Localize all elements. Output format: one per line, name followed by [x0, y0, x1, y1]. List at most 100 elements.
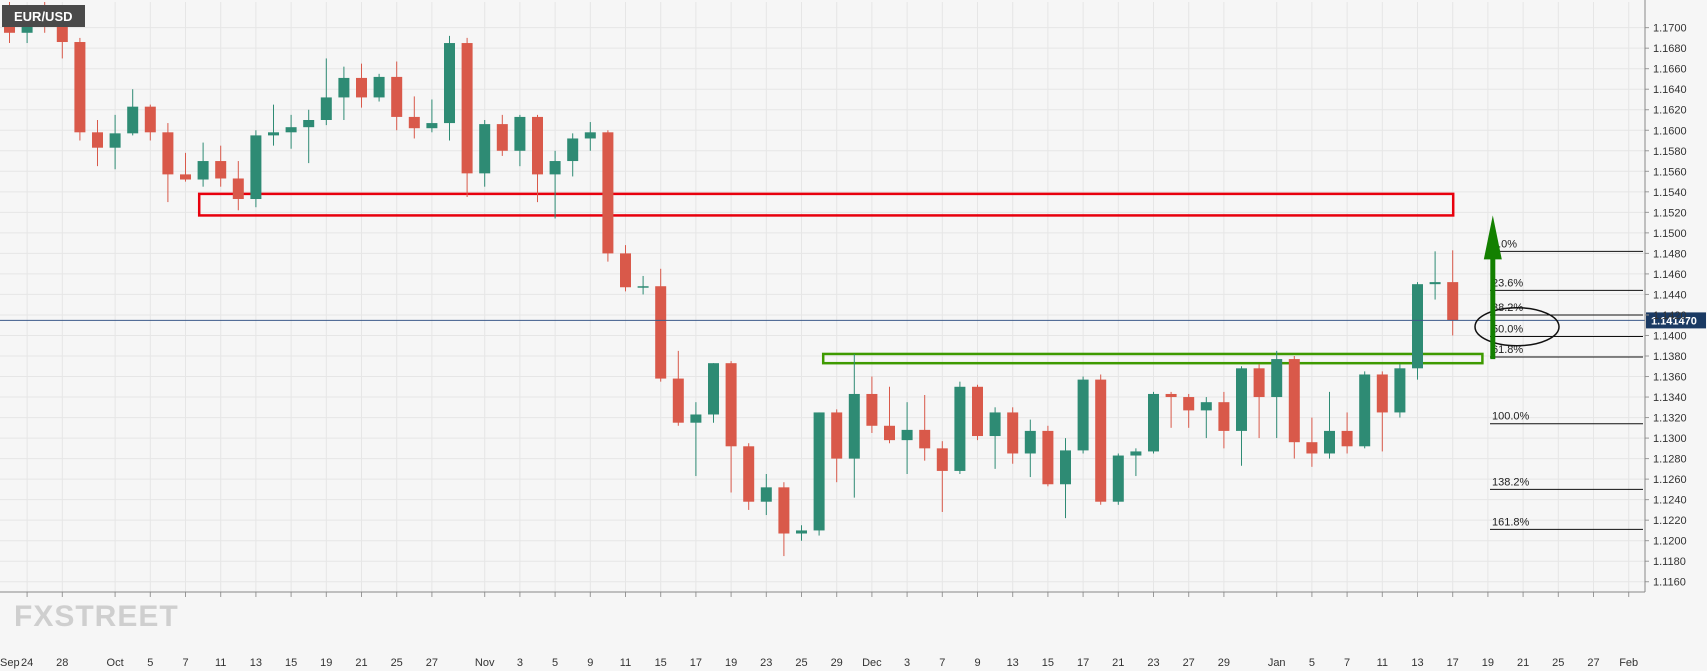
candle[interactable]: [320, 58, 332, 126]
candle-body: [1271, 359, 1283, 398]
candle[interactable]: [567, 133, 579, 177]
candle[interactable]: [1130, 448, 1142, 477]
candle[interactable]: [972, 384, 983, 441]
candle[interactable]: [1218, 391, 1230, 449]
candle[interactable]: [496, 114, 508, 156]
candle[interactable]: [778, 482, 790, 557]
candle[interactable]: [408, 96, 420, 139]
candle[interactable]: [584, 122, 596, 151]
candle[interactable]: [760, 474, 772, 516]
candle[interactable]: [901, 402, 913, 474]
candle[interactable]: [162, 123, 174, 203]
candle[interactable]: [1412, 282, 1423, 380]
candle[interactable]: [356, 63, 367, 108]
candle[interactable]: [1376, 371, 1388, 452]
candle[interactable]: [127, 89, 139, 136]
candle[interactable]: [532, 114, 543, 203]
candle[interactable]: [725, 361, 737, 493]
y-tick-label: 1.1660: [1653, 64, 1687, 76]
candle[interactable]: [514, 114, 526, 167]
candle[interactable]: [637, 275, 649, 295]
candle[interactable]: [1112, 453, 1124, 505]
candle[interactable]: [1148, 391, 1159, 454]
candle[interactable]: [215, 145, 227, 187]
candle[interactable]: [461, 37, 473, 197]
candle[interactable]: [549, 150, 561, 219]
candle[interactable]: [479, 120, 491, 187]
candle[interactable]: [848, 353, 860, 498]
candle[interactable]: [954, 381, 966, 474]
candle[interactable]: [1429, 251, 1441, 300]
candle[interactable]: [655, 268, 667, 382]
candle[interactable]: [831, 409, 843, 483]
candle-body: [356, 77, 367, 98]
candle[interactable]: [1060, 438, 1071, 519]
candle[interactable]: [1324, 391, 1335, 459]
candle[interactable]: [1165, 391, 1177, 428]
candle[interactable]: [1288, 356, 1300, 459]
candle[interactable]: [1024, 419, 1036, 478]
candle-body: [320, 97, 332, 120]
x-tick-label: 9: [587, 657, 593, 669]
candle[interactable]: [690, 402, 702, 477]
candle[interactable]: [426, 99, 438, 133]
candle-body: [532, 116, 543, 175]
candle[interactable]: [391, 61, 403, 131]
candle[interactable]: [1200, 397, 1212, 439]
candle[interactable]: [1183, 393, 1195, 428]
candle[interactable]: [303, 109, 315, 164]
candle[interactable]: [74, 37, 86, 141]
candle[interactable]: [602, 130, 614, 262]
candle[interactable]: [1007, 407, 1019, 464]
x-tick-label: 9: [974, 657, 980, 669]
candle[interactable]: [268, 104, 279, 146]
candle[interactable]: [743, 443, 755, 510]
candle[interactable]: [620, 245, 631, 292]
candle[interactable]: [1447, 250, 1459, 336]
candle[interactable]: [1095, 374, 1107, 505]
y-tick-label: 1.1300: [1653, 433, 1687, 445]
candle[interactable]: [672, 350, 684, 426]
candle[interactable]: [444, 35, 455, 141]
candle[interactable]: [1253, 364, 1265, 439]
candle[interactable]: [1271, 350, 1283, 439]
candle[interactable]: [919, 394, 931, 461]
support-zone-box: [821, 352, 1484, 365]
candle[interactable]: [338, 66, 350, 120]
candle[interactable]: [796, 525, 807, 541]
candle[interactable]: [813, 412, 825, 536]
candle[interactable]: [250, 130, 262, 208]
candle[interactable]: [1341, 412, 1353, 454]
candle[interactable]: [884, 386, 895, 444]
candle[interactable]: [109, 114, 121, 170]
candle[interactable]: [180, 152, 191, 182]
candle[interactable]: [866, 376, 878, 433]
x-tick-label: 7: [182, 657, 188, 669]
candle[interactable]: [144, 104, 156, 141]
candle[interactable]: [285, 114, 297, 149]
candle[interactable]: [1236, 366, 1247, 466]
candle[interactable]: [1306, 417, 1318, 467]
candle[interactable]: [197, 142, 209, 187]
candle[interactable]: [92, 120, 103, 167]
candle[interactable]: [936, 441, 948, 512]
candle-body: [620, 253, 631, 288]
candle-body: [461, 43, 473, 174]
candle[interactable]: [232, 161, 244, 211]
candle-body: [109, 133, 121, 148]
candle[interactable]: [1077, 376, 1089, 454]
y-tick-label: 1.1160: [1653, 577, 1686, 589]
x-tick-label: 17: [1077, 657, 1089, 669]
candle-body: [848, 393, 860, 459]
candles-layer: [4, 2, 1459, 557]
candle[interactable]: [1042, 425, 1054, 487]
candle[interactable]: [989, 407, 1001, 469]
symbol-badge[interactable]: EUR/USD: [2, 5, 85, 27]
candle-body: [866, 393, 878, 426]
candle[interactable]: [708, 363, 719, 423]
x-tick-label: 19: [725, 657, 737, 669]
candle[interactable]: [1359, 371, 1371, 449]
candle[interactable]: [1394, 364, 1406, 418]
candle[interactable]: [373, 73, 385, 102]
candle-body: [1130, 451, 1142, 456]
